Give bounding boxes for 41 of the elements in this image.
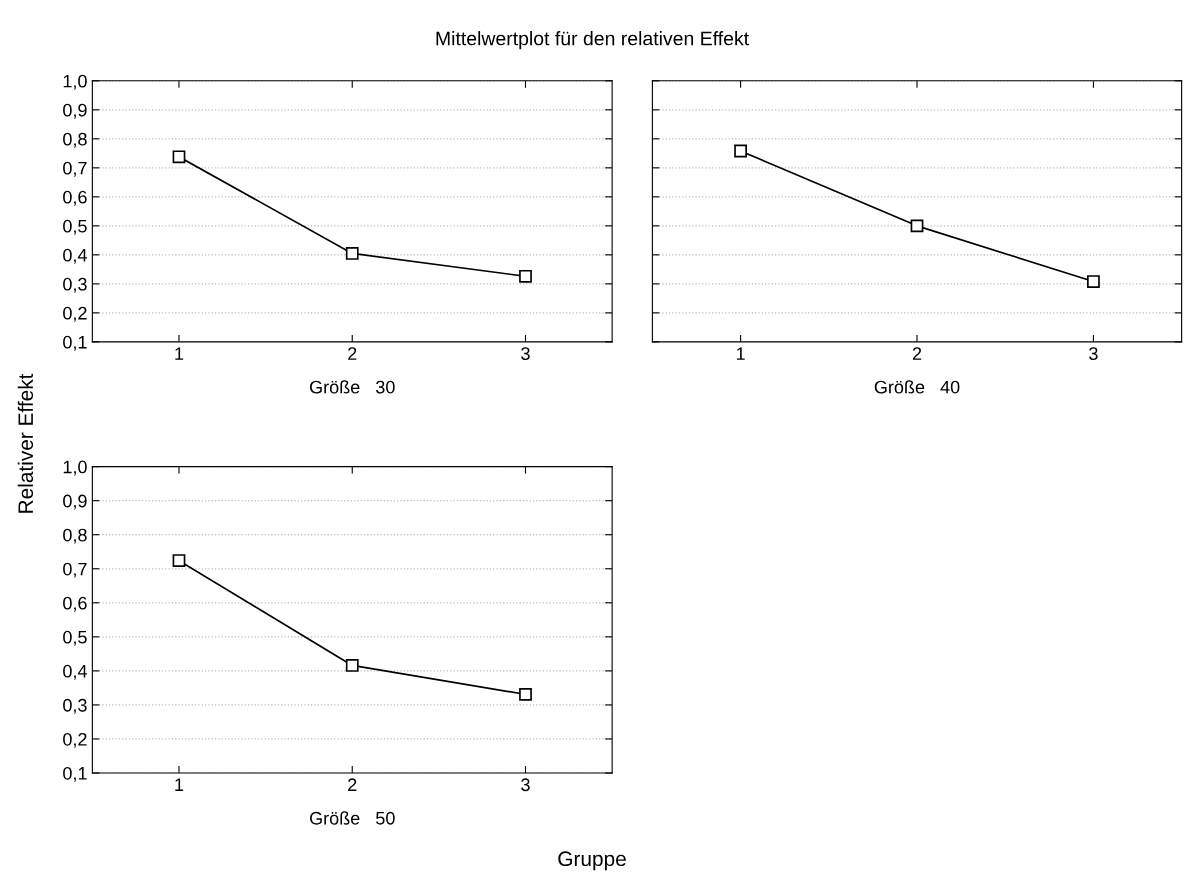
y-tick-label: 0,3 — [63, 277, 87, 293]
point — [172, 150, 186, 164]
y-tick-label: 0,2 — [63, 306, 87, 322]
point — [519, 687, 532, 701]
y-tick-label: 0,8 — [63, 528, 87, 544]
chart-title: Mittelwertplot für den relativen Effekt — [436, 31, 749, 50]
y-tick-label: 1,0 — [63, 460, 87, 476]
y-tick-label: 0,5 — [63, 219, 87, 235]
x-tick-label: 3 — [521, 347, 530, 360]
y-tick-label: 0,7 — [63, 562, 87, 578]
y-tick-label: 0,3 — [63, 698, 87, 714]
y-tick-label: 0,6 — [63, 596, 87, 612]
y-tick-label: 0,7 — [63, 161, 87, 177]
point — [345, 659, 359, 672]
y-tick-label: 0,6 — [63, 190, 87, 206]
x-tick-label: 2 — [348, 778, 357, 791]
text: Gruppe — [558, 851, 626, 871]
y-tick-label: 0,9 — [63, 494, 87, 510]
y-tick-label: 0,8 — [63, 132, 87, 148]
y-tick-label: 0,9 — [63, 103, 87, 119]
x-tick-label: 1 — [175, 778, 184, 791]
x-tick-label: 1 — [175, 347, 184, 360]
x-axis-title: Größe 50 — [310, 811, 395, 825]
y-tick-label: 0,2 — [63, 732, 87, 748]
y-axis-title: Relativer Effekt — [17, 373, 34, 513]
y-tick-label: 0,4 — [63, 248, 87, 264]
point — [519, 269, 532, 283]
y-tick-label: 0,1 — [63, 335, 87, 351]
point — [172, 554, 186, 567]
y-tick-label: 0,4 — [63, 664, 87, 680]
y-tick-label: 1,0 — [63, 74, 87, 90]
x-axis-title: Größe 40 — [874, 380, 960, 394]
y-tick-label: 0,1 — [63, 766, 87, 782]
y-tick-label: 0,5 — [63, 630, 87, 646]
x-tick-label: 1 — [736, 347, 745, 360]
x-tick-label: 3 — [1089, 347, 1098, 360]
x-tick-label: 2 — [912, 347, 922, 360]
x-tick-label: 3 — [521, 778, 530, 792]
x-tick-label: 2 — [348, 347, 357, 360]
x-axis-title: Größe 30 — [310, 380, 395, 394]
point — [345, 247, 359, 260]
